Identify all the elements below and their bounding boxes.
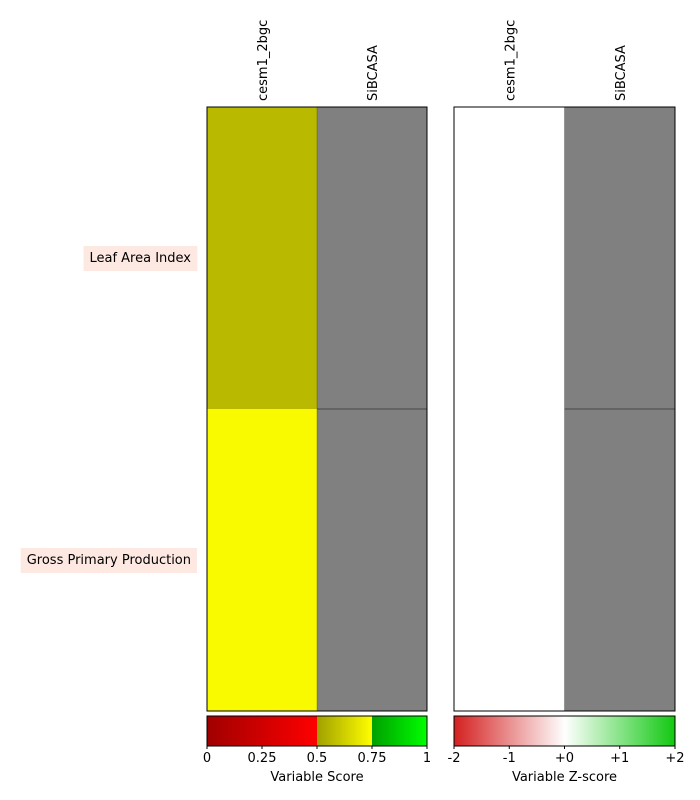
colorbar-segment xyxy=(372,716,428,746)
heatmap-panel-2: cesm1_2bgc SiBCASA -2 -1 +0 +1 +2 Variable Z-sc… xyxy=(448,20,685,785)
row-label-text: Gross Primary Production xyxy=(27,553,191,568)
heatmap-cell xyxy=(317,409,427,711)
colorbar-segment xyxy=(564,716,676,746)
colorbar-tick-label: 0.25 xyxy=(248,751,277,766)
heatmap-panels: cesm1_2bgc SiBCASA 0 0.25 0.5 0.75 1 Variable S… xyxy=(203,20,685,785)
colorbar-label: Variable Score xyxy=(270,770,363,785)
heatmap-cell xyxy=(454,107,565,409)
colorbar-segment xyxy=(317,716,373,746)
heatmap-cell xyxy=(454,409,565,711)
colorbar-tick-label: +1 xyxy=(610,751,629,766)
column-label: cesm1_2bgc xyxy=(503,20,518,101)
heatmap-frame xyxy=(453,106,676,712)
heatmap-cell xyxy=(564,107,675,409)
heatmap-cell xyxy=(207,107,317,409)
colorbar-1: 0 0.25 0.5 0.75 1 Variable Score xyxy=(203,715,431,785)
colorbar-tick-label: 0 xyxy=(203,751,211,766)
heatmap-frame xyxy=(206,106,428,712)
column-label: SiBCASA xyxy=(366,45,381,101)
colorbar-tick-label: 0.75 xyxy=(358,751,387,766)
heatmap-cell xyxy=(207,409,317,711)
colorbar-label: Variable Z-score xyxy=(512,770,617,785)
heatmap-cell xyxy=(317,107,427,409)
colorbar-segment xyxy=(454,716,565,746)
colorbar-segment xyxy=(207,716,318,746)
column-label: SiBCASA xyxy=(614,45,629,101)
colorbar-tick-label: +0 xyxy=(555,751,574,766)
column-label: cesm1_2bgc xyxy=(256,20,271,101)
colorbar-tick-label: -2 xyxy=(448,751,461,766)
colorbar-tick-label: 0.5 xyxy=(307,751,328,766)
row-label-background xyxy=(83,246,198,271)
row-label: Gross Primary Production xyxy=(20,548,197,573)
colorbar-tick-label: +2 xyxy=(665,751,684,766)
heatmap-cell xyxy=(564,409,675,711)
row-labels: Leaf Area Index Gross Primary Production xyxy=(20,246,198,573)
row-label-text: Leaf Area Index xyxy=(89,251,191,266)
row-label: Leaf Area Index xyxy=(83,246,198,271)
row-label-background xyxy=(20,548,197,573)
colorbar-tick-label: -1 xyxy=(503,751,516,766)
heatmap-panel-1: cesm1_2bgc SiBCASA 0 0.25 0.5 0.75 1 Variable S… xyxy=(203,20,431,785)
colorbar-2: -2 -1 +0 +1 +2 Variable Z-score xyxy=(448,715,685,785)
colorbar-tick-label: 1 xyxy=(423,751,431,766)
